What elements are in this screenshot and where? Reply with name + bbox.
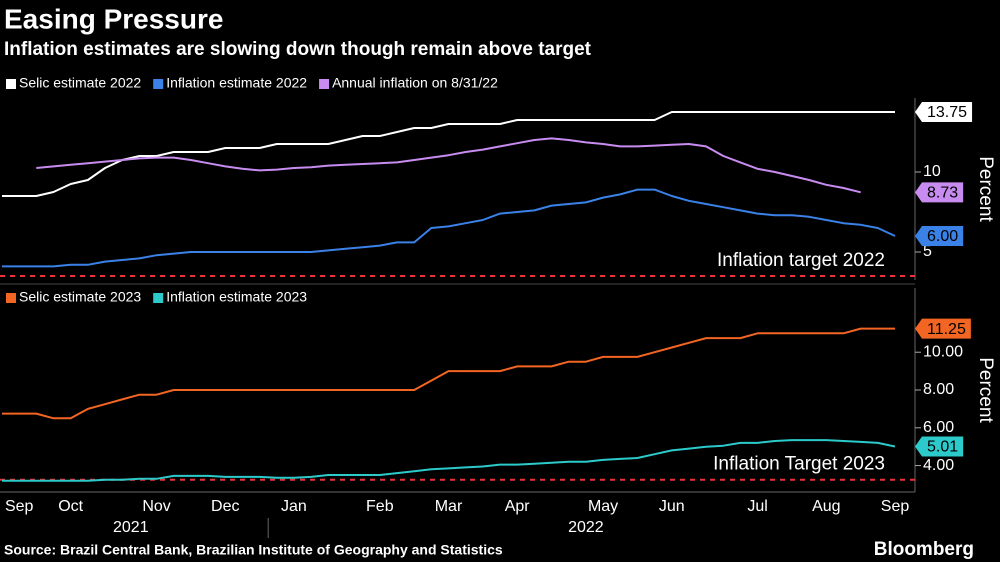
value-label: 13.75 xyxy=(927,104,967,121)
legend-label: Inflation estimate 2023 xyxy=(166,289,307,305)
x-tick-label: Mar xyxy=(435,498,463,515)
series-line xyxy=(36,137,861,194)
x-tick-label: Apr xyxy=(505,498,531,515)
x-tick-label: Aug xyxy=(812,498,840,515)
y-tick-label: 5 xyxy=(923,243,932,260)
y-tick-label: 6.00 xyxy=(923,419,954,436)
value-label-box xyxy=(915,318,971,339)
legend-label: Annual inflation on 8/31/22 xyxy=(332,75,498,91)
x-tick-label: Dec xyxy=(211,498,239,515)
legend-swatch xyxy=(319,79,330,89)
series-line xyxy=(2,439,896,482)
chart-title: Easing Pressure xyxy=(4,3,223,34)
source: Source: Brazil Central Bank, Brazilian I… xyxy=(4,542,503,558)
legend-swatch xyxy=(153,79,164,89)
legend-label: Selic estimate 2023 xyxy=(19,289,141,305)
x-tick-label: Nov xyxy=(142,498,170,515)
legend-swatch xyxy=(153,293,164,303)
series-line xyxy=(2,188,896,268)
target-label: Inflation Target 2023 xyxy=(713,454,885,475)
series-line xyxy=(2,327,895,420)
y-axis-label: Percent xyxy=(975,357,996,423)
x-tick-label: May xyxy=(588,498,618,515)
legend-label: Inflation estimate 2022 xyxy=(166,75,307,91)
series-line xyxy=(2,111,895,197)
legend-swatch xyxy=(6,293,16,303)
y-tick-label: 10 xyxy=(923,163,941,180)
value-label-box xyxy=(915,182,964,203)
x-tick-label: Oct xyxy=(58,498,83,515)
value-label-box xyxy=(915,436,964,457)
chart-subtitle: Inflation estimates are slowing down tho… xyxy=(4,39,592,60)
x-group-label: 2021 xyxy=(113,519,149,536)
target-label: Inflation target 2022 xyxy=(717,250,885,271)
x-tick-label: Jan xyxy=(281,498,307,515)
x-group-label: 2022 xyxy=(568,519,604,536)
x-tick-label: Feb xyxy=(366,498,394,515)
x-tick-label: Sep xyxy=(881,498,910,515)
brand: Bloomberg xyxy=(874,539,974,560)
value-label: 8.73 xyxy=(927,185,958,202)
y-tick-label: 8.00 xyxy=(923,381,954,398)
y-axis-label: Percent xyxy=(975,156,996,222)
value-label-box xyxy=(915,102,973,122)
legend-swatch xyxy=(6,79,16,89)
y-tick-label: 10.00 xyxy=(923,343,963,360)
value-label: 5.01 xyxy=(927,439,958,456)
legend-label: Selic estimate 2022 xyxy=(19,75,141,91)
y-tick-label: 4.00 xyxy=(923,457,954,474)
value-label: 11.25 xyxy=(927,321,966,338)
value-label-box xyxy=(915,226,964,246)
x-tick-label: Sep xyxy=(5,498,34,515)
value-label: 6.00 xyxy=(927,228,958,245)
x-tick-label: Jul xyxy=(747,498,767,515)
x-tick-label: Jun xyxy=(659,498,685,515)
